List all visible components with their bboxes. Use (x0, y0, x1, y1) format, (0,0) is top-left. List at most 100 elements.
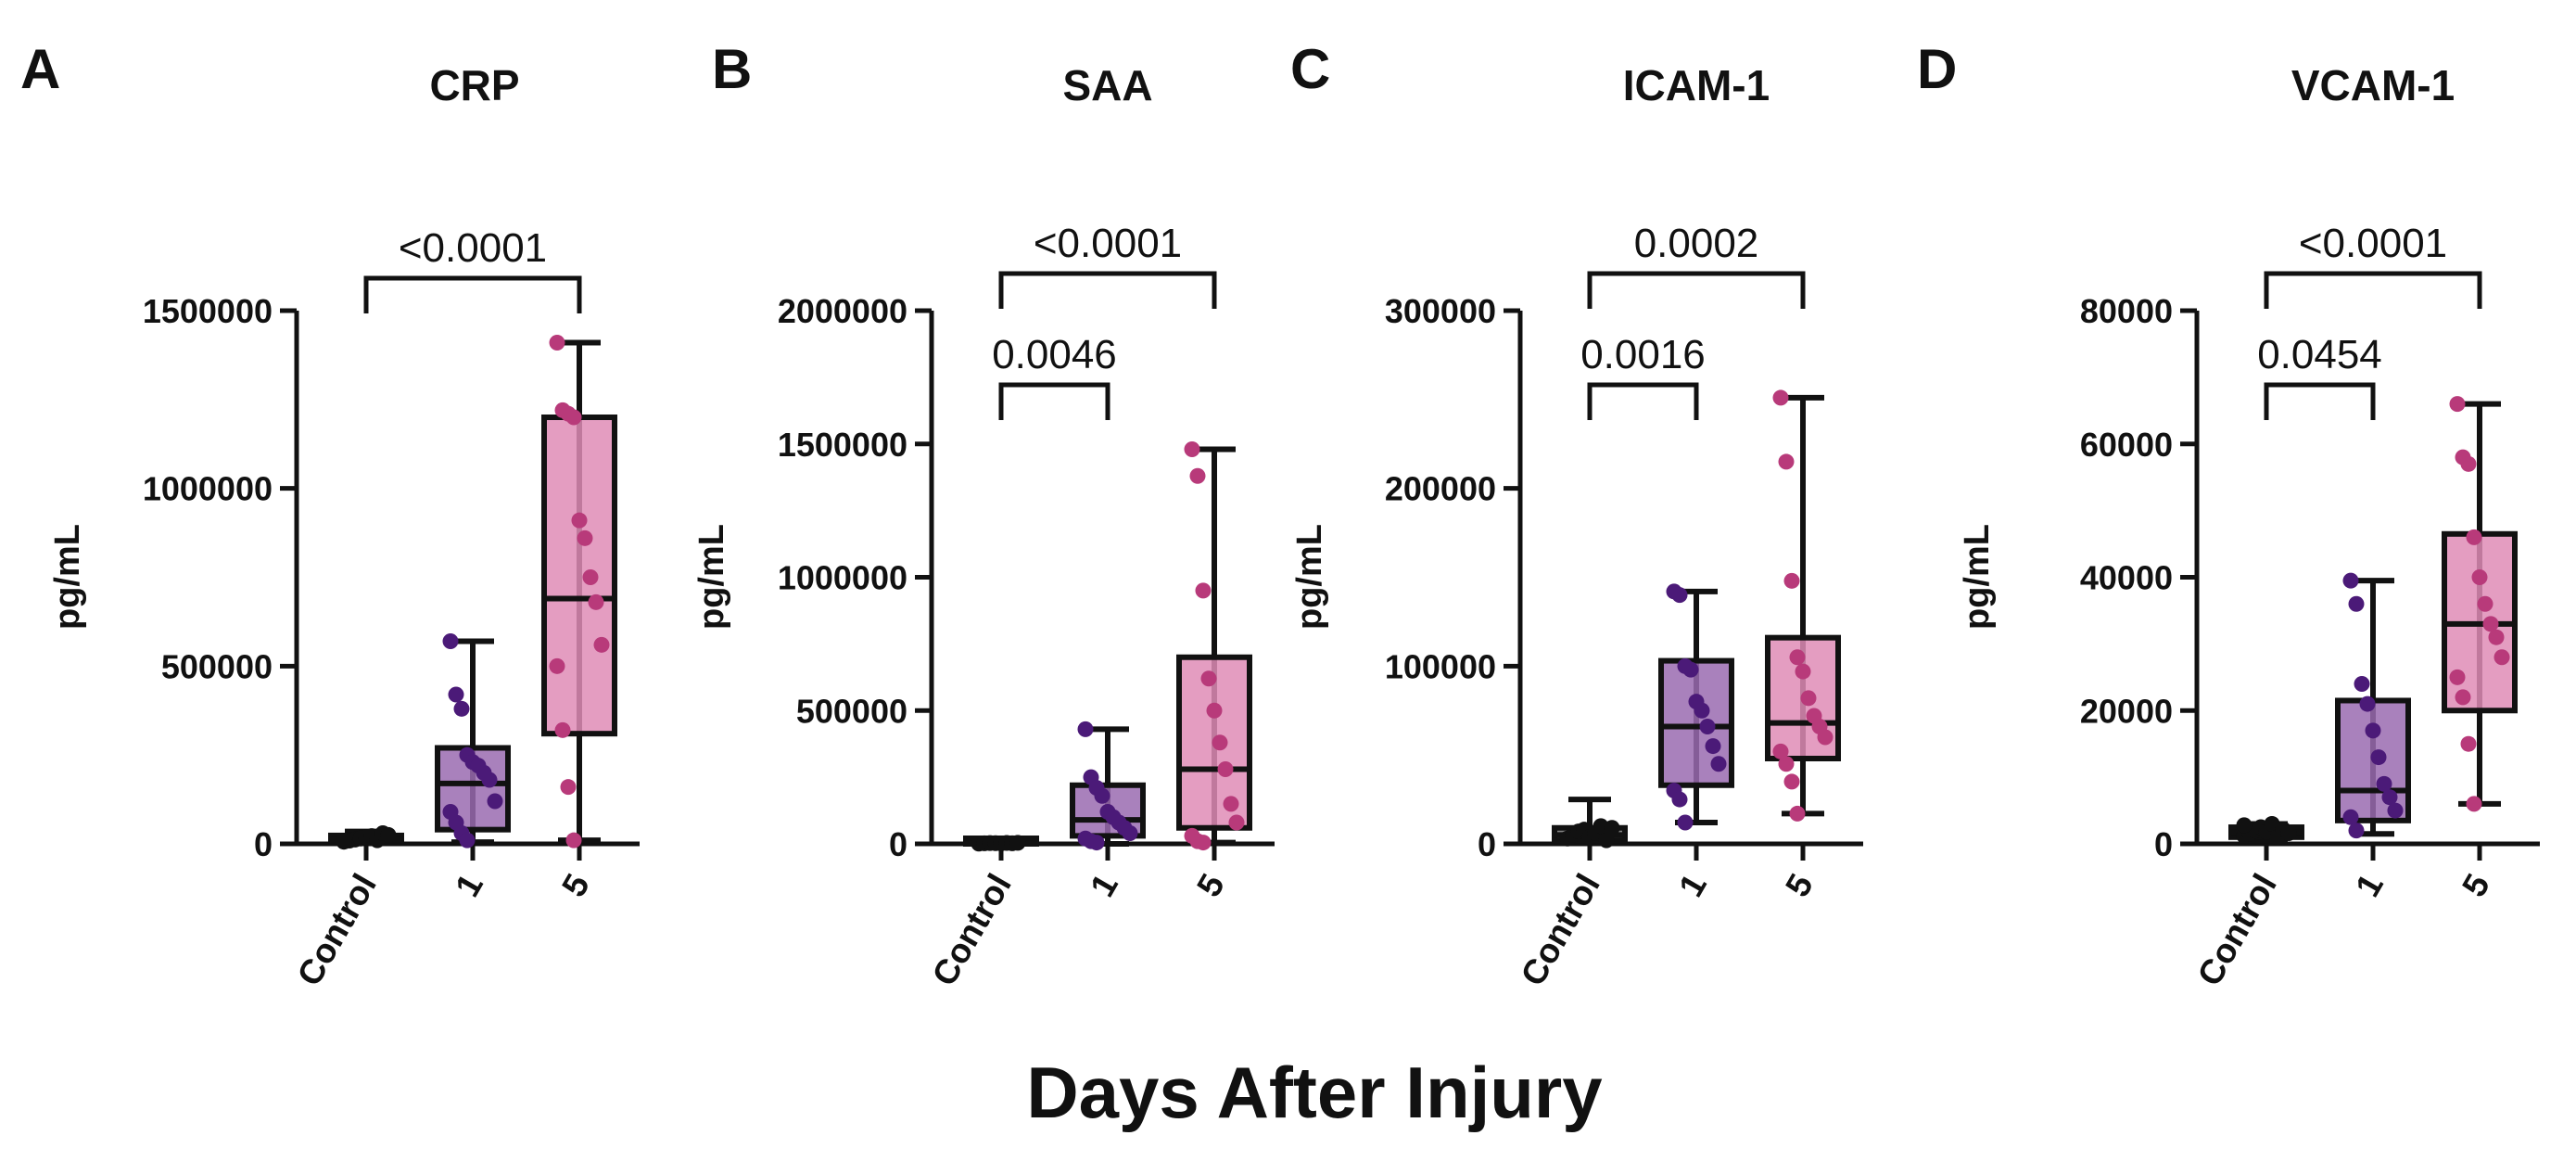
panel-letter: D (1917, 38, 1957, 100)
y-tick-label: 1000000 (778, 559, 907, 597)
data-point (1682, 661, 1699, 678)
y-tick-label: 500000 (796, 692, 907, 730)
x-tick-label: 5 (1778, 868, 1821, 903)
data-point (1800, 690, 1817, 707)
data-point (2455, 689, 2471, 706)
data-point (1795, 663, 1811, 680)
x-tick-label: Control (1514, 868, 1607, 992)
data-point (2348, 595, 2365, 612)
data-point (1212, 734, 1228, 751)
data-point (2370, 749, 2387, 766)
x-tick-label: 1 (2348, 868, 2391, 903)
data-point (582, 569, 599, 585)
data-point (1206, 702, 1223, 719)
data-point (1789, 805, 1806, 822)
data-point (2359, 695, 2376, 712)
data-point (1694, 702, 1710, 719)
data-point (1217, 761, 1234, 777)
data-point (2342, 572, 2359, 589)
y-axis-label: pg/mL (1958, 524, 1997, 630)
panel-letter: C (1290, 38, 1330, 100)
y-tick-label: 60000 (2080, 426, 2173, 464)
data-point (2460, 735, 2477, 752)
data-point (1772, 389, 1789, 406)
p-value-label: 0.0002 (1634, 221, 1759, 266)
panel-letter: B (712, 38, 752, 100)
data-point (2387, 802, 2404, 819)
comparison-bracket (2264, 382, 2376, 420)
data-point (565, 832, 582, 848)
data-point (1009, 835, 1026, 851)
comparison-bracket (1587, 382, 1699, 420)
data-point (1077, 721, 1094, 737)
y-tick-label: 20000 (2080, 692, 2173, 730)
panel-crp: A CRP pg/mL 0 500000 1000000 1500000 Control 1 5 <… (20, 38, 640, 992)
data-point (593, 636, 610, 653)
data-point (1598, 832, 1615, 848)
panel-title: SAA (1062, 61, 1152, 109)
x-tick-label: Control (290, 868, 384, 992)
data-point (2482, 616, 2499, 632)
data-point (549, 657, 565, 674)
y-tick-label: 40000 (2080, 559, 2173, 597)
p-value-label: 0.0046 (992, 332, 1117, 377)
x-tick-label: 5 (554, 868, 597, 903)
data-point (2348, 823, 2365, 839)
data-point (1778, 453, 1795, 470)
y-tick-label: 0 (254, 825, 273, 863)
panel-letter: A (20, 38, 60, 100)
data-point (1223, 796, 1239, 812)
p-value-label: <0.0001 (2299, 221, 2447, 266)
data-point (2381, 789, 2398, 806)
comparison-bracket (2264, 271, 2482, 309)
panel-vcam-1: D VCAM-1 pg/mL 0 20000 40000 60000 80000 Control… (1917, 38, 2540, 992)
data-point (1228, 814, 1245, 831)
data-point (459, 832, 476, 848)
p-value-label: <0.0001 (1034, 221, 1182, 266)
data-point (2471, 569, 2488, 585)
data-point (1088, 835, 1105, 851)
data-point (1778, 756, 1795, 772)
data-point (2342, 809, 2359, 825)
x-tick-label: 5 (2455, 868, 2497, 903)
data-point (2280, 825, 2297, 841)
y-tick-label: 1500000 (778, 426, 907, 464)
y-tick-label: 100000 (1385, 647, 1496, 685)
x-tick-label: Control (925, 868, 1019, 992)
data-point (1094, 787, 1110, 804)
y-tick-label: 1500000 (143, 292, 273, 330)
panel-title: VCAM-1 (2291, 61, 2455, 109)
y-tick-label: 200000 (1385, 470, 1496, 508)
y-tick-label: 0 (1478, 825, 1496, 863)
data-point (2376, 775, 2392, 792)
data-point (1184, 441, 1200, 457)
data-point (1783, 773, 1800, 790)
y-axis-label: pg/mL (48, 524, 87, 630)
data-point (2449, 669, 2466, 685)
y-tick-label: 80000 (2080, 292, 2173, 330)
data-point (453, 700, 470, 717)
data-point (481, 772, 498, 788)
data-point (2494, 649, 2510, 666)
data-point (2488, 629, 2505, 645)
y-tick-label: 0 (889, 825, 907, 863)
data-point (1671, 791, 1688, 808)
y-tick-label: 1000000 (143, 470, 273, 508)
x-tick-label: Control (2190, 868, 2284, 992)
data-point (1817, 729, 1834, 746)
comparison-bracket (998, 382, 1110, 420)
data-point (2460, 455, 2477, 472)
data-point (1677, 814, 1694, 831)
y-tick-label: 500000 (161, 647, 273, 685)
data-point (2236, 817, 2252, 834)
comparison-bracket (1587, 271, 1806, 309)
comparison-bracket (363, 275, 582, 313)
data-point (577, 529, 593, 546)
data-point (571, 512, 588, 529)
data-point (1195, 582, 1212, 599)
data-point (1604, 820, 1620, 836)
x-tick-label: 1 (1671, 868, 1714, 903)
data-point (2466, 796, 2482, 812)
data-point (336, 833, 352, 849)
